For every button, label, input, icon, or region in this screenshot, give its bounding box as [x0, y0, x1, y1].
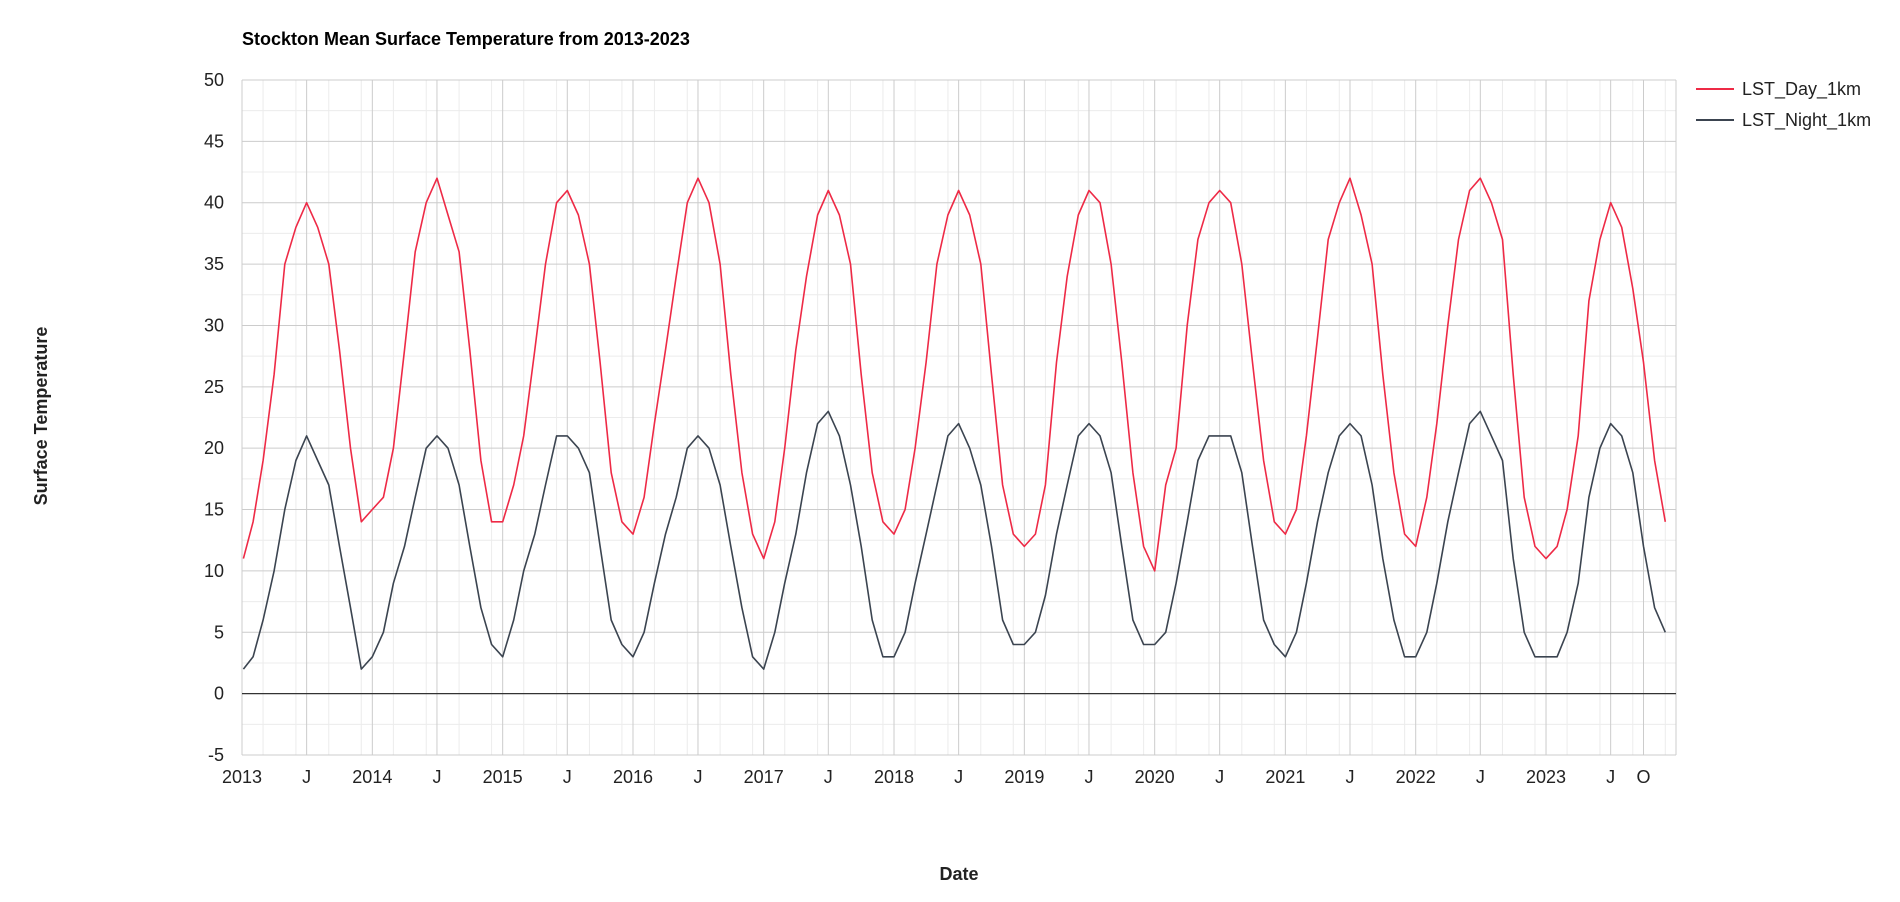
x-tick-label: J [302, 767, 311, 787]
x-tick-label: J [1215, 767, 1224, 787]
x-tick-label: 2013 [222, 767, 262, 787]
y-tick-label: 0 [214, 684, 224, 704]
x-tick-label: J [693, 767, 702, 787]
x-axis-ticks: 2013 J 2014 J 2015 J 2016 J 2017 J 2018 J 2019 J 2020 J… [222, 767, 1651, 787]
x-tick-label: J [1606, 767, 1615, 787]
x-tick-label: J [1084, 767, 1093, 787]
x-tick-label: 2023 [1526, 767, 1566, 787]
x-tick-label: J [563, 767, 572, 787]
series-line [242, 177, 1667, 572]
x-tick-label: J [954, 767, 963, 787]
y-axis-ticks: -5 0 5 10 15 20 25 30 35 40 45 50 [204, 70, 224, 765]
y-tick-label: 50 [204, 70, 224, 90]
y-tick-label: -5 [208, 745, 224, 765]
y-tick-label: 35 [204, 254, 224, 274]
x-tick-label: 2018 [874, 767, 914, 787]
y-tick-label: 30 [204, 315, 224, 335]
x-tick-label: O [1636, 767, 1650, 787]
x-tick-label: 2019 [1004, 767, 1044, 787]
y-tick-label: 5 [214, 622, 224, 642]
x-tick-label: 2020 [1135, 767, 1175, 787]
y-tick-label: 45 [204, 131, 224, 151]
x-tick-label: J [1476, 767, 1485, 787]
x-tick-label: 2014 [352, 767, 392, 787]
x-tick-label: J [432, 767, 441, 787]
y-tick-label: 15 [204, 500, 224, 520]
minor-gridlines [242, 80, 1676, 755]
y-tick-label: 20 [204, 438, 224, 458]
chart-legend: LST_Day_1km LST_Night_1km [1696, 79, 1871, 131]
x-axis-title: Date [939, 864, 978, 884]
x-tick-label: 2017 [744, 767, 784, 787]
y-tick-label: 40 [204, 193, 224, 213]
chart-title: Stockton Mean Surface Temperature from 2… [242, 29, 690, 49]
legend-label: LST_Night_1km [1742, 110, 1871, 131]
x-tick-label: 2022 [1396, 767, 1436, 787]
x-tick-label: J [824, 767, 833, 787]
x-tick-label: 2015 [483, 767, 523, 787]
legend-label: LST_Day_1km [1742, 79, 1861, 100]
series-line [242, 410, 1667, 670]
y-axis-title: Surface Temperature [31, 327, 51, 506]
major-gridlines [241, 79, 1677, 756]
x-tick-label: 2016 [613, 767, 653, 787]
x-tick-label: 2021 [1265, 767, 1305, 787]
y-tick-label: 10 [204, 561, 224, 581]
x-tick-label: J [1345, 767, 1354, 787]
y-tick-label: 25 [204, 377, 224, 397]
series-lines [242, 177, 1667, 670]
